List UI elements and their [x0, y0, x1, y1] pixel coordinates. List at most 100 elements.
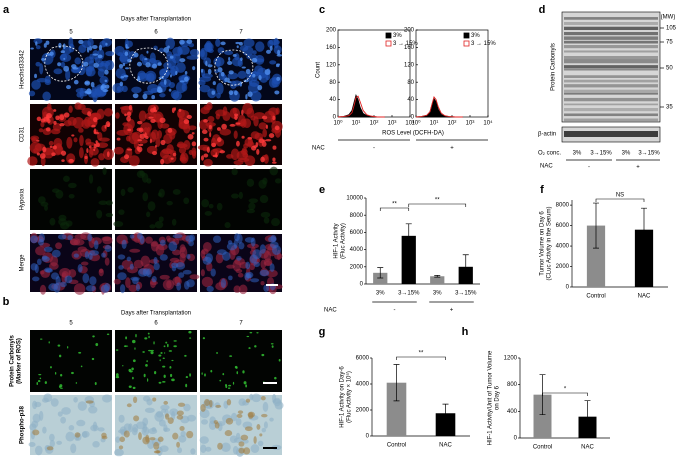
micrograph-texture — [85, 91, 92, 95]
region-outline — [214, 49, 254, 86]
micrograph-texture — [157, 436, 164, 442]
micrograph-texture — [137, 75, 140, 82]
micrograph-texture — [76, 419, 86, 427]
micrograph-texture — [244, 138, 253, 147]
micrograph-texture — [224, 50, 234, 56]
micrograph-texture — [89, 276, 97, 286]
micrograph-texture — [42, 91, 51, 101]
y-tick-label: 6000 — [356, 356, 370, 362]
micrograph-texture — [167, 45, 170, 49]
x-tick-label: 10³ — [466, 121, 475, 127]
micrograph-texture — [199, 436, 209, 444]
micrograph-texture — [263, 284, 270, 292]
micrograph-texture — [244, 426, 253, 432]
micrograph-texture — [146, 378, 149, 382]
micrograph-texture — [183, 119, 190, 125]
micrograph-texture — [221, 123, 227, 130]
micrograph-texture — [84, 81, 89, 85]
y-tick-label: 0 — [566, 285, 570, 291]
micrograph-texture — [63, 57, 66, 60]
micrograph-texture — [137, 139, 143, 142]
micrograph-texture — [118, 414, 125, 423]
micrograph-texture — [138, 110, 147, 122]
micrograph-texture — [115, 112, 120, 119]
y-tick-label: 200 — [404, 28, 415, 34]
micrograph-texture — [172, 234, 183, 239]
micrograph — [30, 330, 112, 392]
micrograph-texture — [47, 103, 52, 111]
significance-label: ** — [435, 198, 440, 204]
micrograph-texture — [93, 143, 97, 149]
y-tick-label: 4000 — [356, 382, 370, 388]
micrograph-texture — [126, 111, 132, 117]
micrograph-texture — [94, 381, 97, 386]
micrograph-texture — [267, 39, 274, 48]
micrograph-texture — [236, 45, 239, 49]
micrograph-texture — [38, 196, 46, 204]
micrograph-texture — [246, 178, 255, 187]
blot-band — [564, 56, 658, 60]
micrograph-texture — [119, 54, 129, 63]
micrograph-texture — [171, 359, 174, 362]
micrograph-texture — [260, 395, 266, 401]
micrograph-texture — [209, 399, 213, 408]
micrograph-texture — [250, 90, 262, 102]
panel-title: Days after Transplantation — [121, 311, 191, 317]
micrograph-texture — [203, 119, 208, 123]
micrograph-texture — [185, 383, 188, 388]
y-tick-label: 4000 — [556, 244, 570, 250]
micrograph-texture — [151, 95, 156, 100]
micrograph-texture — [73, 137, 78, 143]
micrograph-texture — [139, 235, 145, 245]
micrograph-texture — [159, 445, 169, 453]
blot-label: Protein Carbonyls — [551, 43, 557, 91]
micrograph-texture — [265, 124, 268, 130]
micrograph-texture — [74, 432, 81, 438]
micrograph-texture — [123, 74, 129, 78]
micrograph-texture — [179, 58, 186, 63]
micrograph-texture — [130, 276, 140, 281]
micrograph-texture — [68, 43, 75, 53]
micrograph-texture — [92, 335, 95, 338]
micrograph-texture — [96, 186, 102, 194]
micrograph-texture — [245, 398, 251, 403]
y-tick-label: 40 — [407, 97, 414, 103]
micrograph-texture — [189, 373, 191, 377]
mw-label: 50 — [666, 66, 673, 72]
significance-bracket — [408, 203, 467, 207]
micrograph-texture — [129, 248, 141, 253]
micrograph-texture — [62, 175, 70, 182]
micrograph-texture — [90, 81, 95, 88]
micrograph-texture — [207, 64, 213, 68]
micrograph-texture — [104, 257, 110, 266]
micrograph-texture — [105, 50, 115, 57]
blot-band — [564, 22, 658, 25]
micrograph-texture — [36, 139, 40, 142]
error-bar — [377, 267, 384, 279]
micrograph-texture — [43, 393, 53, 403]
x-tick-label: NAC — [638, 294, 651, 300]
micrograph-texture — [274, 90, 280, 95]
blot-band — [564, 26, 658, 31]
y-tick-label: 0 — [411, 115, 415, 121]
micrograph-texture — [222, 372, 225, 376]
micrograph-texture — [216, 352, 218, 354]
micrograph-texture — [189, 274, 200, 280]
micrograph-texture — [105, 200, 113, 206]
micrograph-texture — [86, 46, 90, 53]
error-bar — [405, 223, 412, 249]
error-bar — [442, 403, 449, 423]
micrograph-texture — [152, 151, 158, 156]
micrograph-texture — [210, 369, 213, 373]
micrograph-texture — [63, 119, 72, 127]
micrograph-texture — [207, 115, 215, 123]
legend-swatch — [385, 40, 392, 47]
micrograph-texture — [243, 38, 255, 48]
micrograph-texture — [51, 152, 56, 157]
micrograph-texture — [43, 43, 47, 48]
micrograph-texture — [227, 60, 233, 66]
micrograph-texture — [144, 57, 148, 60]
micrograph-texture — [226, 399, 232, 406]
micrograph-texture — [224, 77, 230, 83]
